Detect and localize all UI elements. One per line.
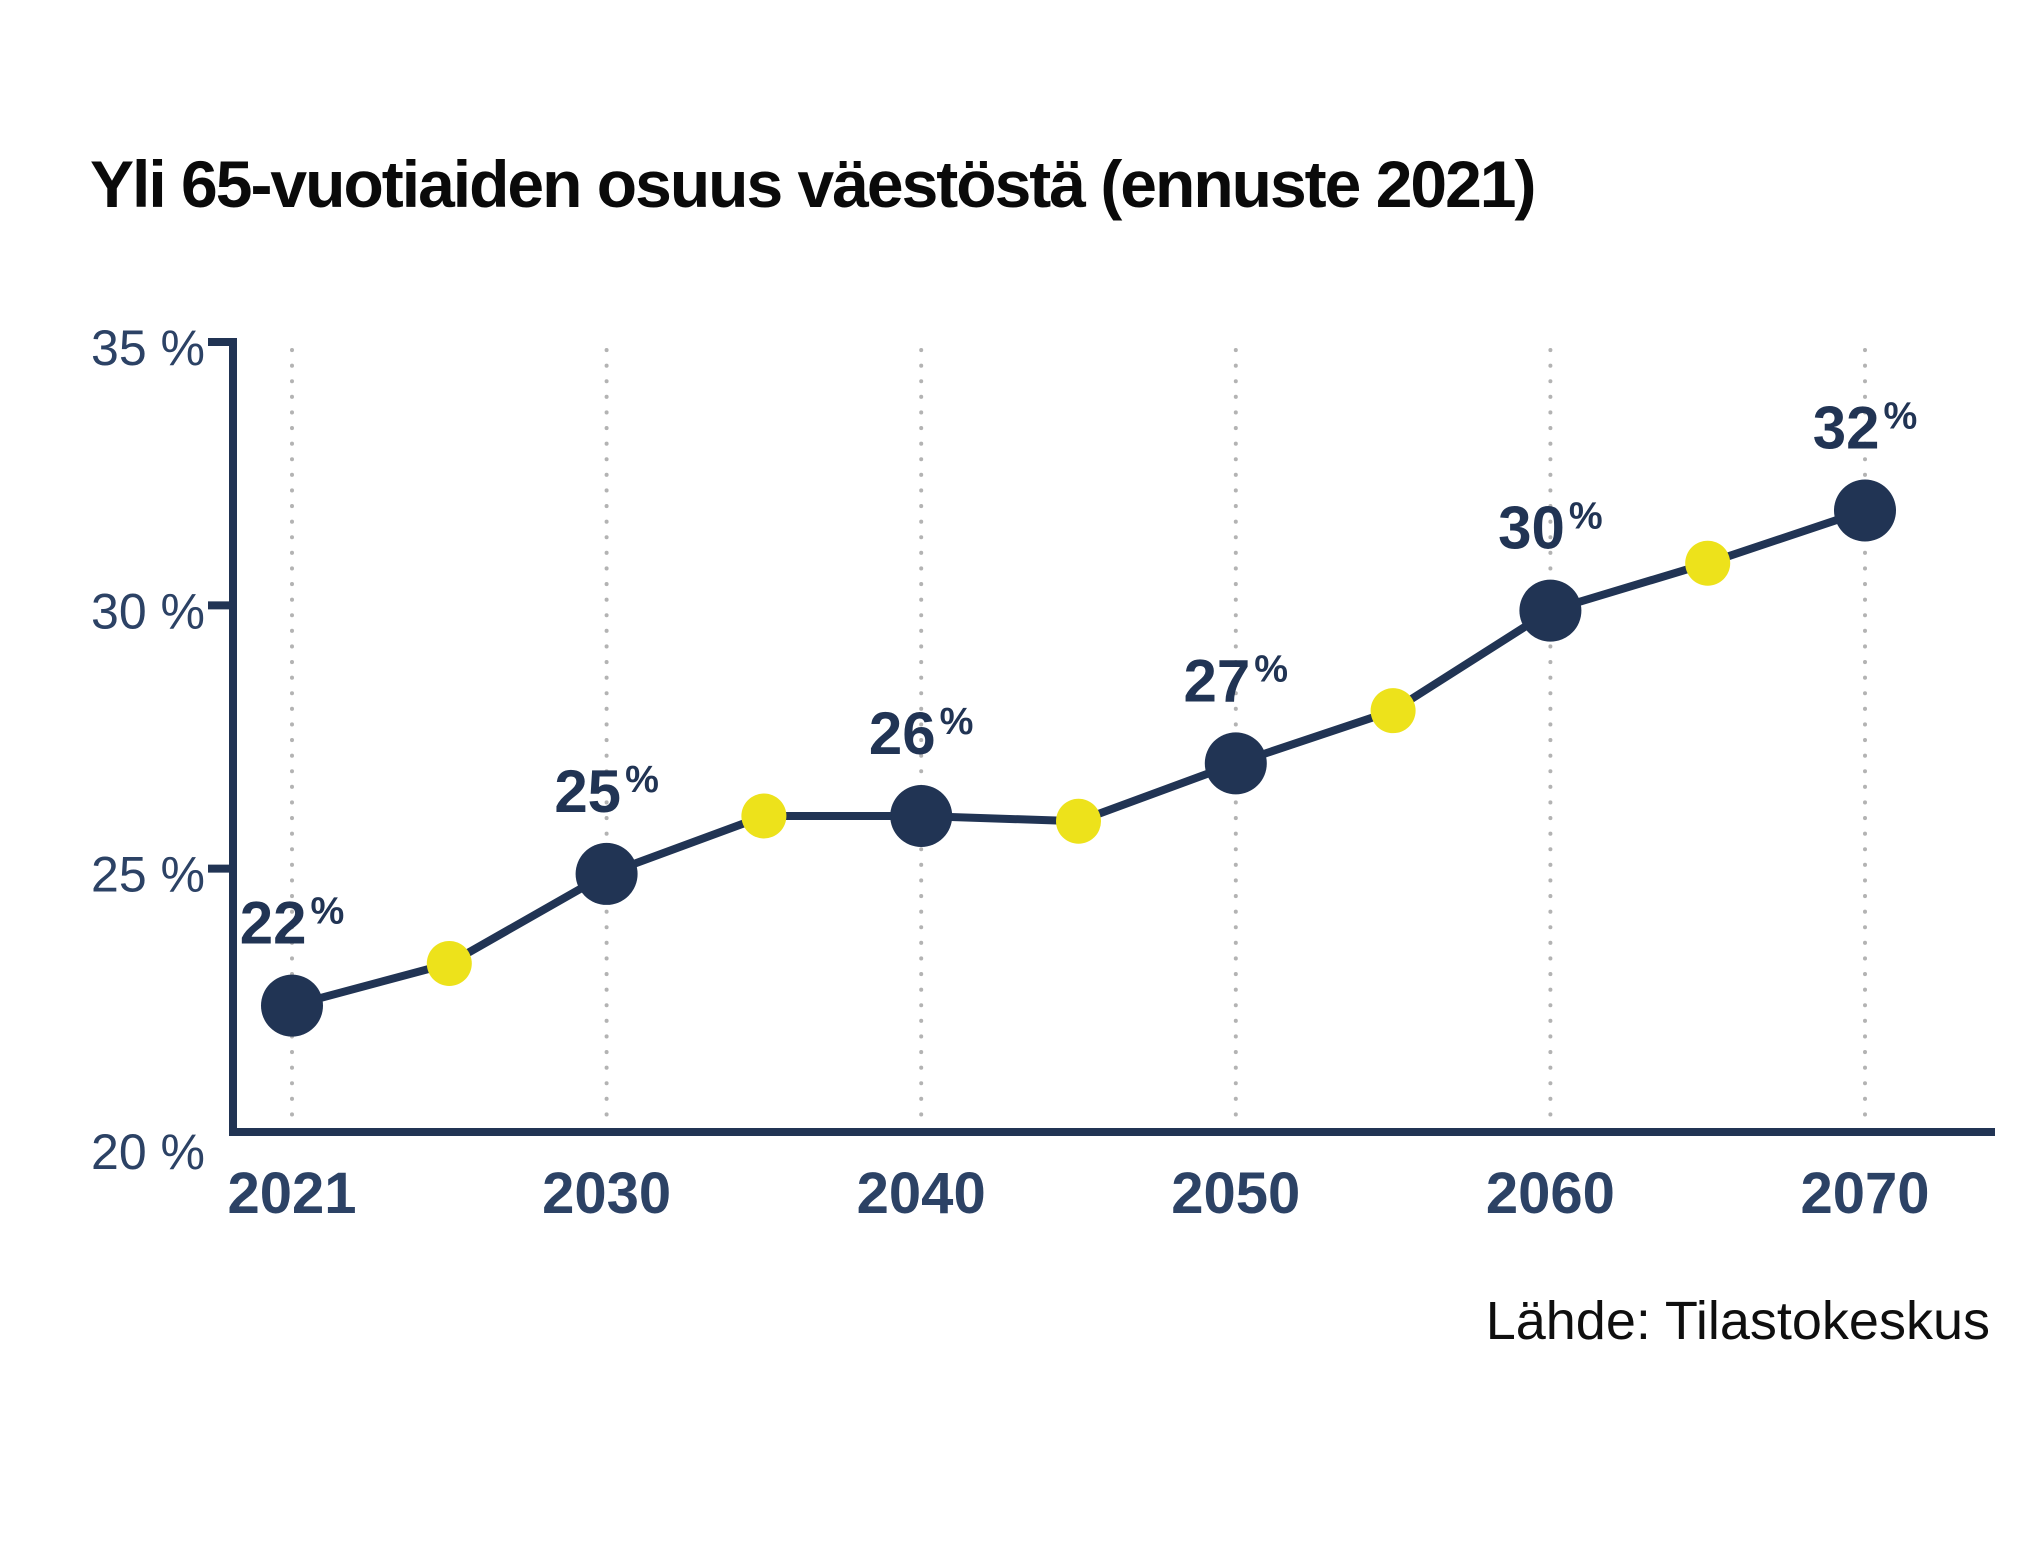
series-line [290, 506, 1867, 1010]
data-point-minor [426, 940, 472, 986]
x-tick-label: 2021 [227, 1161, 356, 1226]
source-label: Lähde: Tilastokeskus [1485, 1291, 1990, 1351]
x-tick-label: 2060 [1486, 1161, 1615, 1226]
data-label-percent: % [1254, 648, 1288, 690]
y-tick-label: 30 % [91, 583, 205, 639]
x-tick-label: 2030 [542, 1161, 671, 1226]
data-label-percent: % [625, 759, 659, 801]
data-label: 32% [1813, 395, 1918, 462]
y-tick-label: 35 % [91, 320, 205, 376]
data-label: 26% [869, 700, 974, 767]
data-label-percent: % [940, 701, 974, 743]
data-label: 25% [554, 758, 659, 825]
data-label: 30% [1498, 495, 1603, 562]
chart-title: Yli 65-vuotiaiden osuus väestöstä (ennus… [90, 147, 1536, 221]
data-point-major [1834, 479, 1896, 542]
data-point-major [575, 842, 638, 905]
data-point-minor [1685, 540, 1731, 586]
x-tick-label: 2040 [857, 1161, 986, 1226]
data-point-minor [1056, 798, 1101, 844]
data-point-major [261, 974, 323, 1037]
data-point-major [890, 785, 953, 847]
data-label: 22% [240, 890, 345, 957]
data-label-percent: % [1883, 396, 1917, 438]
data-point-minor [741, 793, 787, 839]
y-tick-label: 20 % [91, 1124, 205, 1180]
data-point-minor [1370, 688, 1416, 734]
data-point-major [1519, 579, 1582, 642]
x-tick-label: 2070 [1800, 1161, 1929, 1226]
data-label-percent: % [310, 891, 344, 933]
data-label: 27% [1184, 647, 1289, 714]
x-tick-label: 2050 [1171, 1161, 1300, 1226]
data-point-major [1204, 732, 1267, 795]
data-label-percent: % [1569, 496, 1603, 538]
y-tick-label: 25 % [91, 847, 205, 903]
axes [208, 338, 1995, 1136]
